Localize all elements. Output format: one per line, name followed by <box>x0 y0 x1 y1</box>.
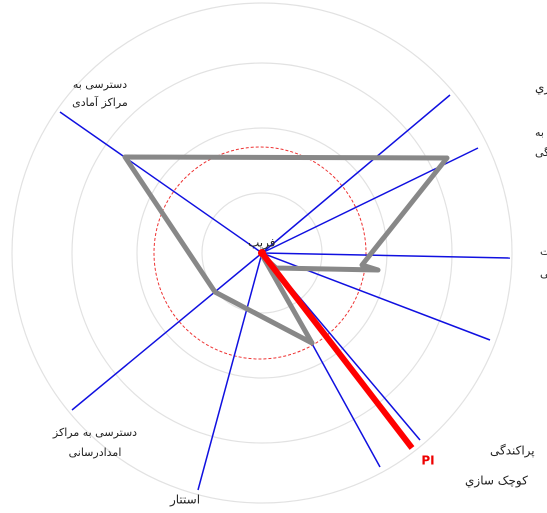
axis-label: دسترسی به <box>535 126 547 139</box>
pi-line <box>259 251 415 450</box>
axis-line <box>59 111 263 254</box>
axis-label: دسترسی به مراکز <box>52 426 137 439</box>
grid-circles <box>11 2 513 504</box>
axis-label: کوچک سازي <box>465 474 528 489</box>
threshold-circle <box>153 146 367 360</box>
axis-label: امدادرسانی <box>69 446 122 459</box>
axis-label: منطقه پراکندگی <box>535 146 547 159</box>
grid-circle <box>201 192 323 314</box>
grid-circle <box>71 62 453 444</box>
center-marker <box>258 249 266 257</box>
axis-label: مرمت پذيري <box>535 81 547 96</box>
profile-polygon <box>122 154 450 346</box>
axis-line <box>261 94 451 254</box>
axis-label: حفاظت <box>540 245 547 258</box>
axis-label: دسترسی به <box>73 78 127 91</box>
labels: دسترسی به مراکز آمادی مرمت پذيري دسترسی به م… <box>52 78 547 508</box>
axis-line <box>261 252 511 259</box>
axis-label: فیزیکی <box>540 267 547 280</box>
axis-line <box>71 252 263 411</box>
axis-label: فريب <box>248 236 275 251</box>
pi-label: PI <box>421 454 434 468</box>
grid-circle <box>136 127 388 379</box>
axis-label: مراکز آمادی <box>72 95 128 109</box>
axis-line <box>197 252 263 491</box>
axis-label: استتار <box>169 493 200 508</box>
axis-label: پراکندگی <box>490 444 535 459</box>
grid-circle <box>11 2 513 504</box>
